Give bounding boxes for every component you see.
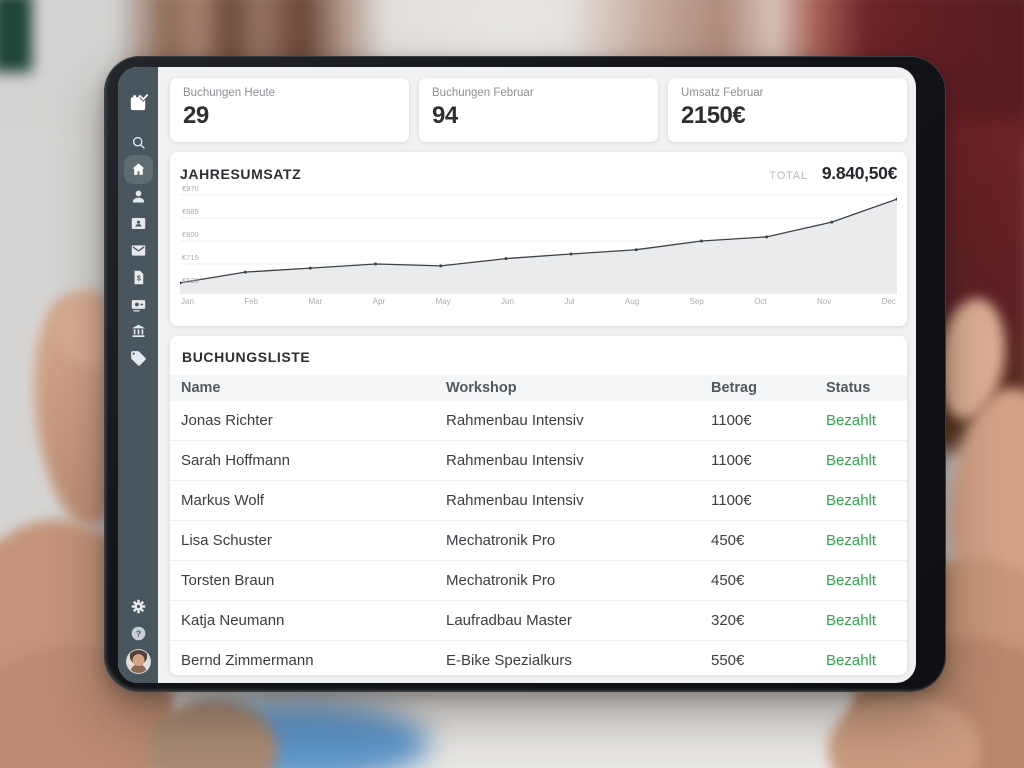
cell-betrag: 550€ xyxy=(711,652,745,669)
cell-name: Katja Neumann xyxy=(181,612,285,629)
sidebar: $ xyxy=(118,67,158,683)
stat-label: Umsatz Februar xyxy=(681,87,764,99)
svg-text:$: $ xyxy=(136,274,140,282)
x-axis-labels: Jan Feb Mar Apr May Jun Jul Aug Sep Oct … xyxy=(180,297,897,306)
cell-name: Sarah Hoffmann xyxy=(181,452,290,469)
cell-name: Markus Wolf xyxy=(181,492,265,509)
y-axis-tick: €715 xyxy=(182,253,199,262)
chart-total-label: TOTAL xyxy=(769,170,808,182)
x-axis-tick: Sep xyxy=(689,297,704,306)
chart-plot-area: €970 €885 €800 €715 €630 xyxy=(180,185,897,294)
table-title: BUCHUNGSLISTE xyxy=(182,349,311,365)
app-screen: $ xyxy=(118,67,916,683)
contacts-icon[interactable] xyxy=(118,210,158,237)
table-row[interactable]: Lisa Schuster Mechatronik Pro 450€ Bezah… xyxy=(170,521,907,561)
bookings-logo-icon[interactable] xyxy=(118,85,158,119)
x-axis-tick: Nov xyxy=(817,297,832,306)
x-axis-tick: Aug xyxy=(624,297,640,306)
y-axis-tick: €885 xyxy=(182,207,199,216)
x-axis-tick: May xyxy=(435,297,451,306)
status-badge: Bezahlt xyxy=(826,412,877,429)
annual-revenue-chart-card: JAHRESUMSATZ TOTAL 9.840,50€ €970 €885 €… xyxy=(170,152,907,326)
status-badge: Bezahlt xyxy=(826,572,877,589)
x-axis-tick: Apr xyxy=(372,297,386,306)
cell-workshop: Laufradbau Master xyxy=(446,612,572,629)
money-icon[interactable] xyxy=(118,291,158,318)
svg-text:?: ? xyxy=(135,629,140,639)
cell-name: Lisa Schuster xyxy=(181,532,272,549)
stat-card-bookings-month: Buchungen Februar 94 xyxy=(419,78,658,142)
cell-name: Torsten Braun xyxy=(181,572,275,589)
stat-value: 94 xyxy=(432,102,458,129)
x-axis-tick: Oct xyxy=(754,297,767,306)
cell-name: Jonas Richter xyxy=(181,412,273,429)
background-green-patch xyxy=(0,0,32,72)
column-header-workshop: Workshop xyxy=(446,380,517,396)
stat-value: 2150€ xyxy=(681,102,746,129)
status-badge: Bezahlt xyxy=(826,612,877,629)
x-axis-tick: Jul xyxy=(564,297,575,306)
cell-name: Bernd Zimmermann xyxy=(181,652,314,669)
column-header-betrag: Betrag xyxy=(711,380,757,396)
cell-workshop: Mechatronik Pro xyxy=(446,572,556,589)
search-icon[interactable] xyxy=(118,129,158,156)
cell-workshop: Rahmenbau Intensiv xyxy=(446,452,584,469)
user-avatar[interactable] xyxy=(126,650,150,673)
cell-workshop: Rahmenbau Intensiv xyxy=(446,492,584,509)
status-badge: Bezahlt xyxy=(826,532,877,549)
stat-label: Buchungen Heute xyxy=(183,87,276,99)
x-axis-tick: Jun xyxy=(501,297,514,306)
status-badge: Bezahlt xyxy=(826,652,877,669)
y-axis-tick: €630 xyxy=(182,276,199,285)
invoice-icon[interactable]: $ xyxy=(118,264,158,291)
tablet-device: $ xyxy=(104,56,946,692)
settings-gear-icon[interactable] xyxy=(118,593,158,620)
cell-betrag: 1100€ xyxy=(711,412,752,429)
x-axis-tick: Feb xyxy=(244,297,259,306)
table-row[interactable]: Torsten Braun Mechatronik Pro 450€ Bezah… xyxy=(170,561,907,601)
stat-label: Buchungen Februar xyxy=(432,87,534,99)
column-header-name: Name xyxy=(181,380,221,396)
stat-value: 29 xyxy=(183,102,209,129)
table-row[interactable]: Jonas Richter Rahmenbau Intensiv 1100€ B… xyxy=(170,401,907,441)
column-header-status: Status xyxy=(826,380,871,396)
table-header-row: Name Workshop Betrag Status xyxy=(170,375,907,401)
cell-betrag: 450€ xyxy=(711,572,745,589)
y-axis-tick: €970 xyxy=(182,184,199,193)
table-row[interactable]: Katja Neumann Laufradbau Master 320€ Bez… xyxy=(170,601,907,641)
cell-workshop: Mechatronik Pro xyxy=(446,532,556,549)
cell-betrag: 320€ xyxy=(711,612,745,629)
revenue-chart-plot xyxy=(180,194,897,294)
stats-row: Buchungen Heute 29 Buchungen Februar 94 … xyxy=(170,78,907,142)
y-axis-tick: €800 xyxy=(182,230,199,239)
status-badge: Bezahlt xyxy=(826,492,877,509)
x-axis-tick: Mar xyxy=(308,297,323,306)
home-icon[interactable] xyxy=(118,155,158,184)
bank-icon[interactable] xyxy=(118,318,158,345)
x-axis-tick: Dec xyxy=(881,297,896,306)
person-icon[interactable] xyxy=(118,183,158,210)
dashboard-content: Buchungen Heute 29 Buchungen Februar 94 … xyxy=(158,67,916,683)
bookings-table-card: BUCHUNGSLISTE Name Workshop Betrag Statu… xyxy=(170,336,907,675)
stat-card-revenue-month: Umsatz Februar 2150€ xyxy=(668,78,907,142)
cell-betrag: 450€ xyxy=(711,532,745,549)
cell-workshop: E-Bike Spezialkurs xyxy=(446,652,572,669)
chart-title: JAHRESUMSATZ xyxy=(180,166,302,182)
chart-header: JAHRESUMSATZ TOTAL 9.840,50€ xyxy=(180,163,897,184)
cell-betrag: 1100€ xyxy=(711,492,752,509)
chart-total-value: 9.840,50€ xyxy=(821,163,897,183)
status-badge: Bezahlt xyxy=(826,452,877,469)
cell-workshop: Rahmenbau Intensiv xyxy=(446,412,584,429)
x-axis-tick: Jan xyxy=(181,297,194,306)
cell-betrag: 1100€ xyxy=(711,452,752,469)
help-icon[interactable]: ? xyxy=(118,620,158,647)
tag-icon[interactable] xyxy=(118,345,158,372)
table-row[interactable]: Markus Wolf Rahmenbau Intensiv 1100€ Bez… xyxy=(170,481,907,521)
mail-icon[interactable] xyxy=(118,237,158,264)
stat-card-bookings-today: Buchungen Heute 29 xyxy=(170,78,409,142)
table-row[interactable]: Bernd Zimmermann E-Bike Spezialkurs 550€… xyxy=(170,641,907,675)
table-row[interactable]: Sarah Hoffmann Rahmenbau Intensiv 1100€ … xyxy=(170,441,907,481)
